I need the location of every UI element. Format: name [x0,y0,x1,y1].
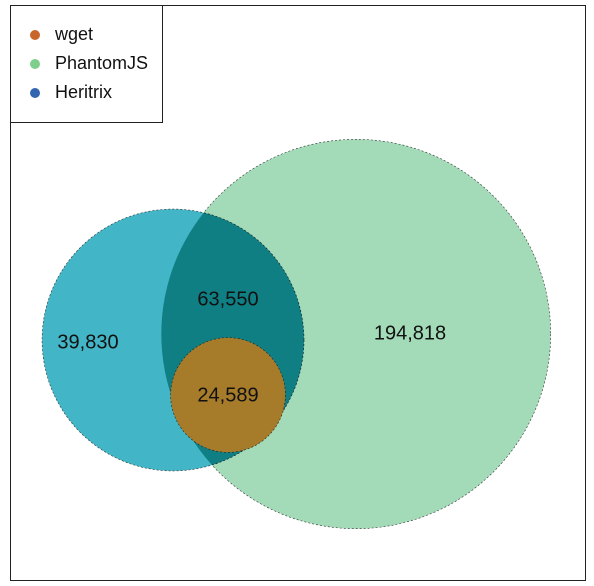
region-label: 194,818 [374,322,446,344]
legend-label: PhantomJS [55,53,148,73]
legend-marker [30,88,40,98]
region-label: 63,550 [197,288,258,310]
venn-circle [170,337,286,453]
legend-marker [30,30,40,40]
legend-label: Heritrix [55,82,112,102]
region-label: 39,830 [57,331,118,353]
legend-label: wget [54,24,93,44]
legend-marker [30,59,40,69]
region-label: 24,589 [197,384,258,406]
